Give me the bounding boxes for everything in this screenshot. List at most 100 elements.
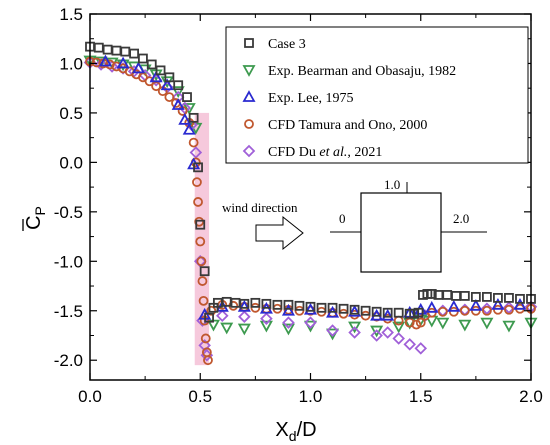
data-point bbox=[272, 299, 283, 310]
data-point bbox=[138, 53, 148, 64]
y-axis-title-main: C bbox=[23, 215, 45, 229]
data-point bbox=[149, 70, 163, 83]
legend-label: CFD Tamura and Ono, 2000 bbox=[268, 118, 427, 133]
data-point bbox=[381, 326, 394, 339]
data-point bbox=[178, 112, 192, 125]
data-point bbox=[458, 319, 472, 332]
data-point bbox=[220, 322, 234, 335]
y-tick-label: 0.0 bbox=[59, 153, 83, 172]
data-point bbox=[305, 301, 316, 312]
data-point bbox=[392, 321, 406, 334]
data-point bbox=[192, 177, 202, 188]
data-point bbox=[348, 326, 361, 339]
data-point bbox=[237, 323, 251, 336]
data-point bbox=[480, 317, 494, 330]
data-point bbox=[98, 54, 112, 67]
data-point bbox=[382, 307, 393, 318]
data-point bbox=[250, 297, 261, 308]
data-point bbox=[129, 48, 140, 59]
data-point bbox=[204, 312, 214, 323]
data-point bbox=[459, 305, 470, 316]
wind-arrow-icon bbox=[255, 215, 304, 251]
data-point bbox=[188, 112, 199, 123]
data-point bbox=[193, 197, 203, 207]
y-tick-label: -1.0 bbox=[54, 252, 83, 271]
data-point bbox=[326, 324, 339, 337]
data-point bbox=[282, 316, 295, 329]
data-point bbox=[480, 302, 494, 316]
data-point bbox=[338, 303, 349, 314]
data-point bbox=[193, 162, 203, 173]
x-axis-title-suffix: /D bbox=[297, 419, 317, 441]
separation-highlight bbox=[194, 112, 210, 366]
series-layer bbox=[83, 41, 538, 366]
wind-direction-label: wind direction bbox=[222, 200, 298, 215]
data-point bbox=[442, 290, 453, 300]
data-point bbox=[281, 303, 295, 316]
data-point bbox=[316, 302, 327, 313]
legend-label-prefix: CFD Du bbox=[268, 145, 319, 160]
y-tick-label: 1.0 bbox=[59, 54, 83, 73]
data-point bbox=[250, 302, 261, 313]
data-point bbox=[426, 289, 437, 299]
data-point bbox=[338, 308, 349, 319]
data-point bbox=[327, 302, 338, 313]
data-point bbox=[151, 81, 162, 92]
data-point bbox=[448, 306, 459, 317]
data-point bbox=[111, 45, 122, 56]
data-point bbox=[131, 61, 146, 74]
data-point bbox=[470, 305, 481, 316]
x-tick-label: 1.0 bbox=[299, 387, 323, 406]
data-point bbox=[198, 295, 209, 306]
data-point bbox=[392, 332, 405, 345]
y-axis-title: CP bbox=[22, 206, 48, 231]
data-point bbox=[206, 305, 217, 316]
wind-direction-annotation: wind direction bbox=[222, 200, 304, 251]
data-point bbox=[403, 338, 416, 351]
y-tick-label: 1.5 bbox=[59, 5, 83, 24]
data-point bbox=[304, 316, 317, 329]
data-point bbox=[393, 307, 404, 318]
data-point bbox=[426, 307, 437, 318]
ticks-layer: 0.0 0.5 1.0 1.5 2.0 1.5 1.0 0.5 0.0 -0.5 -1.0 -1.5 -… bbox=[54, 5, 543, 406]
data-point bbox=[493, 304, 503, 315]
data-point bbox=[413, 307, 424, 318]
data-point bbox=[182, 92, 192, 102]
data-point bbox=[171, 86, 185, 99]
data-point bbox=[120, 46, 131, 57]
legend-label: CFD Du et al., 2021 bbox=[268, 145, 382, 160]
data-point bbox=[242, 65, 256, 77]
legend-label-suffix: , 2021 bbox=[347, 145, 382, 160]
legend-entry: Case 3 bbox=[244, 37, 306, 52]
data-point bbox=[94, 58, 108, 71]
x-tick-label: 2.0 bbox=[519, 387, 543, 406]
data-point bbox=[164, 72, 175, 83]
data-point bbox=[238, 310, 251, 323]
data-point bbox=[502, 320, 516, 333]
data-point bbox=[381, 308, 395, 321]
data-point bbox=[481, 305, 492, 316]
data-point bbox=[195, 219, 206, 230]
square-top-label: 1.0 bbox=[384, 177, 400, 192]
data-point bbox=[283, 299, 294, 310]
data-point bbox=[203, 355, 213, 366]
legend-marker bbox=[242, 90, 256, 102]
legend-label-italic: et al. bbox=[319, 145, 347, 160]
data-point bbox=[470, 292, 481, 302]
data-point bbox=[173, 80, 184, 91]
data-point bbox=[242, 90, 256, 102]
data-point bbox=[182, 122, 196, 135]
legend-label: Exp. Bearman and Obasaju, 1982 bbox=[268, 64, 456, 79]
highlight-band-layer bbox=[194, 112, 210, 366]
data-point bbox=[481, 292, 492, 302]
data-point bbox=[447, 299, 461, 312]
legend-label: Exp. Lee, 1975 bbox=[268, 91, 354, 106]
legend-marker bbox=[244, 38, 254, 48]
data-point bbox=[303, 302, 318, 315]
legend-entry: CFD Du et al., 2021 bbox=[242, 144, 382, 160]
data-point bbox=[502, 301, 516, 315]
data-point bbox=[437, 306, 448, 317]
data-point bbox=[414, 342, 428, 355]
data-point bbox=[348, 304, 362, 317]
data-point bbox=[91, 57, 102, 68]
